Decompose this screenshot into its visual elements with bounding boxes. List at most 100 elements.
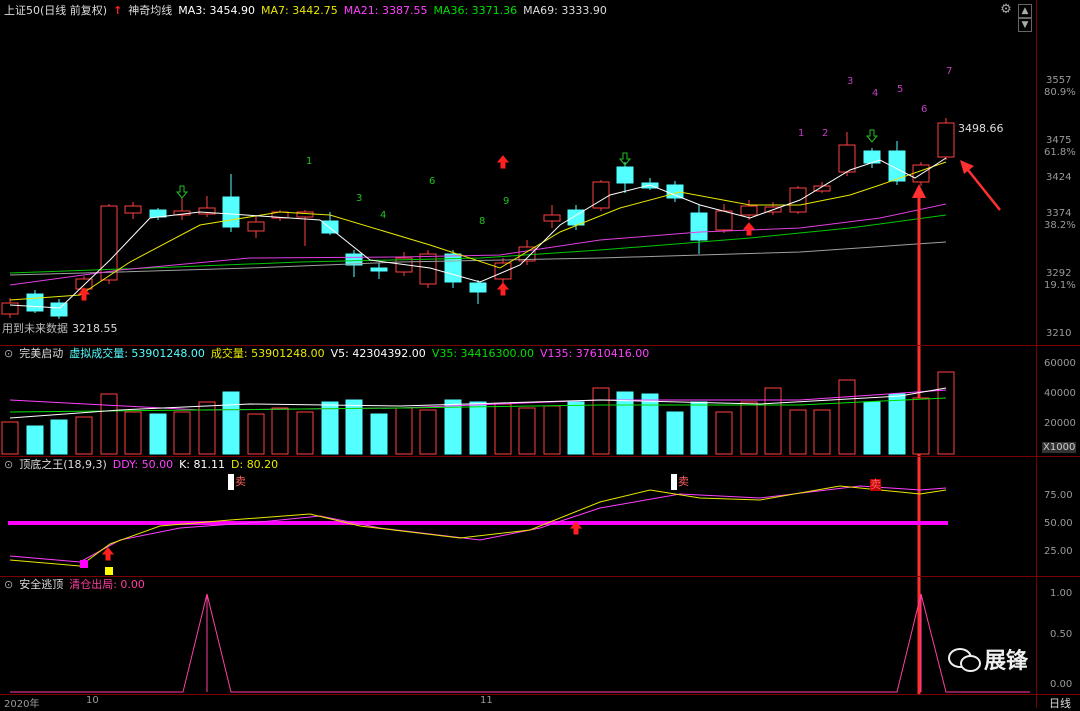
volume-bar (567, 401, 585, 455)
volume-bar (666, 411, 684, 455)
volume-bar (592, 387, 610, 455)
green-count-number: 4 (380, 210, 387, 221)
buy-arrow-icon (496, 282, 510, 296)
volume-bar (173, 411, 191, 455)
ma69-line (9, 241, 947, 276)
price-tick: 3424 (1046, 172, 1072, 183)
candle-body (198, 207, 216, 215)
collapse-icon[interactable]: ⊙ (4, 578, 14, 591)
volume-tick: 40000 (1044, 388, 1076, 399)
indicator-up-arrow-icon: ↑ (113, 4, 123, 17)
scroll-down-button[interactable]: ▼ (1018, 18, 1032, 32)
top-count-number: 5 (897, 84, 904, 95)
volume-indicator-name[interactable]: 完美启动 (19, 347, 64, 360)
watermark-text: 展锋 (984, 649, 1029, 674)
ddy-line (8, 521, 948, 525)
escape-indicator-name[interactable]: 安全逃顶 (19, 578, 64, 591)
volume-bar (518, 407, 536, 455)
sell-marker: 卖 (671, 474, 689, 490)
volume-bar (149, 413, 167, 455)
top-count-number: 7 (946, 66, 953, 77)
candle-body (345, 253, 363, 266)
volume-bar (198, 401, 216, 455)
ma21-label: MA21: 3387.55 (343, 4, 428, 17)
buy-arrow-icon (496, 155, 510, 169)
month-label: 10 (86, 695, 99, 706)
volume-bar (222, 391, 240, 455)
collapse-icon[interactable]: ⊙ (4, 458, 14, 471)
sell-marker: 卖 (870, 478, 881, 491)
candle-body (1, 302, 19, 315)
time-axis-line (0, 694, 1080, 695)
ma3-line (9, 157, 947, 309)
candle-body (567, 209, 585, 226)
volume-bar (100, 393, 118, 455)
volume-bar (641, 393, 659, 455)
ma36-line (9, 214, 947, 274)
volume-bar (912, 397, 930, 455)
volume-bar (715, 411, 733, 455)
volume-bar (395, 407, 413, 455)
volume-axis: 60000 40000 20000 X1000 (1040, 346, 1080, 456)
settings-gear-icon[interactable]: ⚙ (1000, 2, 1012, 17)
period-button[interactable]: 日线 (1049, 697, 1071, 710)
candle-body (592, 181, 610, 209)
price-tick: 3210 (1046, 328, 1072, 339)
top-count-number: 6 (921, 104, 928, 115)
sell-arrow-icon (175, 185, 189, 199)
escape-axis: 1.00 0.50 0.00 (1040, 577, 1080, 694)
collapse-icon[interactable]: ⊙ (4, 347, 14, 360)
v35-line (9, 397, 947, 413)
kdj-tick: 75.00 (1044, 490, 1073, 501)
scroll-up-button[interactable]: ▲ (1018, 4, 1032, 18)
ma69-label: MA69: 3333.90 (523, 4, 607, 17)
candle-body (690, 212, 708, 241)
panel-separator (0, 576, 1080, 577)
volume-bar (321, 401, 339, 455)
kdj-tick: 50.00 (1044, 518, 1073, 529)
volume-bar (345, 399, 363, 455)
volume-bar (543, 405, 561, 455)
volume-panel-header: ⊙ 完美启动 虚拟成交量: 53901248.00 成交量: 53901248.00 V… (4, 346, 655, 362)
volume-bar (444, 399, 462, 455)
kdj-params: (18,9,3) (63, 458, 107, 471)
escape-tick: 0.00 (1050, 679, 1073, 690)
candle-body (838, 144, 856, 173)
volume-bar (124, 411, 142, 455)
candle-body (469, 282, 487, 293)
indicator-name[interactable]: 神奇均线 (128, 4, 173, 17)
candle-body (370, 267, 388, 272)
ma3-label: MA3: 3454.90 (178, 4, 256, 17)
volume-bar (296, 411, 314, 455)
escape-tick: 0.50 (1050, 629, 1073, 640)
candle-body (321, 220, 339, 234)
candle-body (296, 211, 314, 218)
volume-bar (469, 401, 487, 455)
candle-body (666, 184, 684, 199)
price-tick: 3475 (1046, 135, 1072, 146)
candle-body (912, 164, 930, 183)
green-count-number: 3 (356, 193, 363, 204)
price-tick: 3374 (1046, 208, 1072, 219)
instrument-title[interactable]: 上证50(日线 前复权) (4, 4, 108, 17)
sell-marker: 卖 (228, 474, 246, 490)
volume-bar (740, 401, 758, 455)
candle-body (222, 196, 240, 228)
month-label: 11 (480, 695, 493, 706)
low-price-label: 3218.55 (72, 322, 118, 335)
d-label: D: 80.20 (231, 458, 279, 471)
volume-bar (937, 371, 955, 455)
kdj-indicator-name[interactable]: 顶底之王 (19, 458, 64, 471)
percent-tick: 38.2% (1044, 220, 1076, 231)
kdj-k-line (9, 485, 947, 567)
v5-label: V5: 42304392.00 (330, 347, 426, 360)
ddy-label: DDY: 50.00 (112, 458, 174, 471)
green-count-number: 8 (479, 216, 486, 227)
kdj-tick: 25.00 (1044, 546, 1073, 557)
candle-body (247, 221, 265, 232)
top-count-number: 3 (847, 76, 854, 87)
clear-position-label: 清仓出局: 0.00 (69, 578, 145, 591)
candle-body (937, 122, 955, 158)
buy-arrow-icon (742, 222, 756, 236)
